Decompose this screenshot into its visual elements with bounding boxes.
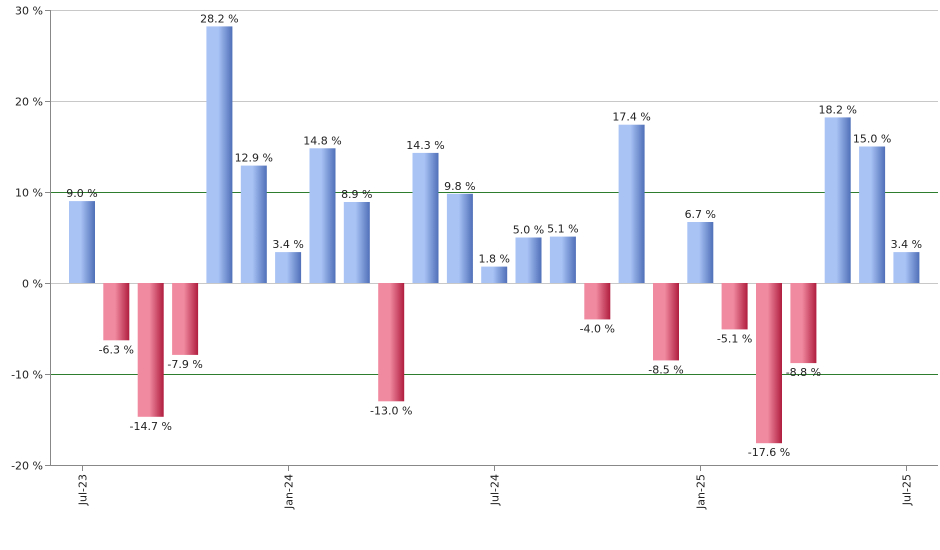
x-tick-label: Jul-23 [77, 474, 90, 506]
data-label: 18.2 % [818, 103, 856, 116]
data-label: 14.3 % [406, 139, 444, 152]
data-label: 8.9 % [341, 188, 372, 201]
bar-jul-23 [69, 201, 95, 283]
bar-oct-24 [584, 283, 611, 320]
x-tick-label: Jul-25 [901, 474, 914, 506]
data-label: 5.1 % [547, 223, 578, 236]
data-label: 3.4 % [891, 238, 922, 251]
bar-apr-24 [378, 283, 405, 402]
bar-may-25 [824, 117, 851, 284]
y-tick-label: 10 % [15, 187, 43, 200]
bar-jan-24 [275, 252, 302, 283]
bar-mar-25 [756, 283, 782, 444]
data-label: 6.7 % [685, 208, 716, 221]
bar-oct-23 [172, 283, 199, 355]
data-label: -13.0 % [370, 404, 412, 417]
axes: -20 % -10 % 0 % 10 % 20 % 30 % Jul-23 Jan-24 Jul… [11, 5, 938, 510]
x-tick-label: Jan-25 [695, 474, 708, 510]
bar-nov-24 [618, 124, 645, 283]
data-label: -8.5 % [648, 363, 683, 376]
bar-nov-23 [206, 26, 233, 284]
bar-aug-23 [103, 283, 130, 341]
data-label: -8.8 % [786, 366, 821, 379]
data-label: -4.0 % [580, 322, 615, 335]
data-label: 12.9 % [235, 152, 273, 165]
bar-dec-24 [653, 283, 679, 361]
y-tick-label: 30 % [15, 5, 43, 18]
bar-jul-24 [481, 266, 508, 283]
data-label: 5.0 % [513, 224, 544, 237]
data-label: -7.9 % [167, 358, 202, 371]
bar-mar-24 [343, 202, 370, 283]
bar-jun-25 [859, 146, 886, 283]
x-tick-label: Jan-24 [283, 474, 296, 510]
bars [69, 26, 920, 444]
y-tick-label: -20 % [11, 460, 43, 473]
y-tick-label: -10 % [11, 369, 43, 382]
data-label: 17.4 % [612, 111, 650, 124]
data-label: -17.6 % [748, 446, 790, 459]
data-label: 3.4 % [272, 238, 303, 251]
data-label: -6.3 % [99, 343, 134, 356]
y-tick-label: 20 % [15, 96, 43, 109]
data-label: 9.8 % [444, 180, 475, 193]
data-label: 28.2 % [200, 12, 238, 25]
bar-sep-24 [549, 236, 576, 283]
bar-jun-24 [446, 193, 473, 283]
bar-jan-25 [687, 222, 714, 283]
y-tick-label: 0 % [22, 278, 43, 291]
x-tick-label: Jul-24 [489, 474, 502, 506]
value-labels: 9.0 % -6.3 % -14.7 % -7.9 % 28.2 % 12.9 % 3.4 … [66, 12, 922, 459]
data-label: 1.8 % [478, 253, 509, 266]
bar-jul-25 [893, 252, 920, 283]
bar-may-24 [412, 152, 439, 283]
bar-feb-25 [721, 283, 748, 330]
bar-dec-23 [240, 165, 267, 283]
bar-feb-24 [309, 148, 336, 283]
data-label: 15.0 % [853, 133, 891, 146]
data-label: -5.1 % [717, 332, 752, 345]
data-label: -14.7 % [129, 420, 171, 433]
data-label: 9.0 % [66, 187, 97, 200]
bar-apr-25 [790, 283, 817, 364]
bar-sep-23 [137, 283, 164, 417]
data-label: 14.8 % [303, 134, 341, 147]
bar-aug-24 [515, 237, 542, 283]
gridlines [50, 10, 938, 466]
